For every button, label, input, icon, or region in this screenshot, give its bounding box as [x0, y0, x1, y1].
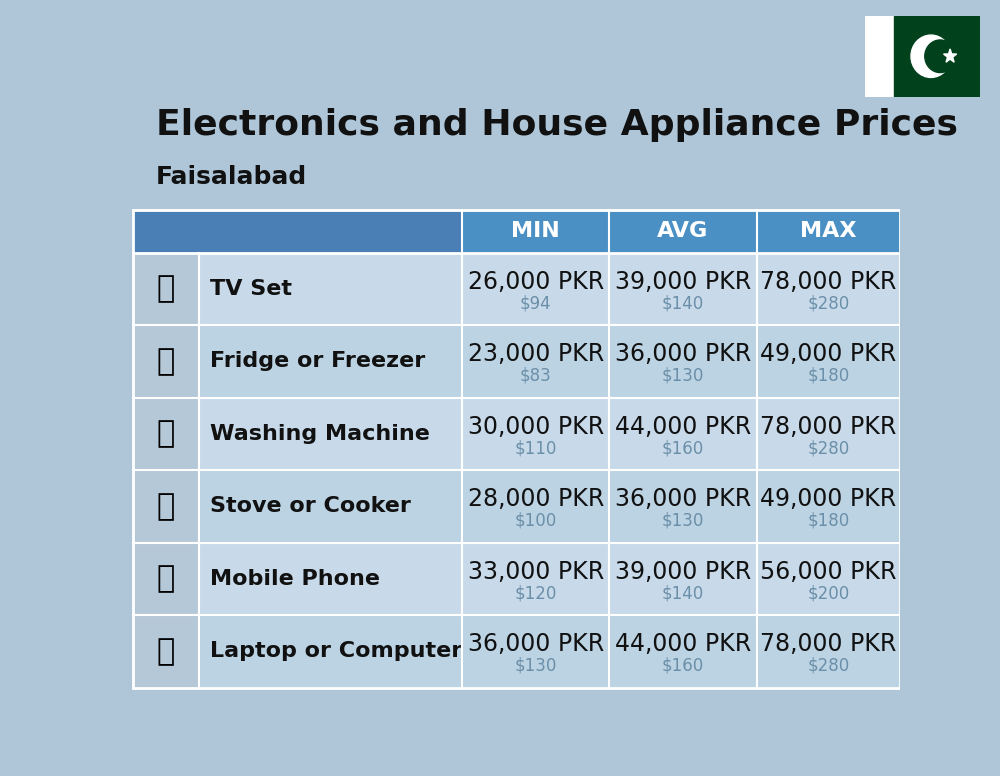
Text: 📺: 📺	[157, 275, 175, 303]
Text: $280: $280	[807, 657, 849, 675]
Bar	[894, 16, 980, 97]
Text: 28,000 PKR: 28,000 PKR	[468, 487, 604, 511]
Text: $160: $160	[662, 439, 704, 457]
Text: 49,000 PKR: 49,000 PKR	[760, 487, 896, 511]
Text: AVG: AVG	[657, 221, 709, 241]
Text: $160: $160	[662, 657, 704, 675]
Text: $180: $180	[807, 367, 849, 385]
Text: 36,000 PKR: 36,000 PKR	[615, 487, 751, 511]
Bar	[462, 210, 609, 253]
Text: MIN: MIN	[511, 221, 560, 241]
Text: $120: $120	[515, 584, 557, 602]
Text: 30,000 PKR: 30,000 PKR	[468, 414, 604, 438]
Text: 56,000 PKR: 56,000 PKR	[760, 559, 897, 584]
Bar	[133, 397, 199, 470]
Text: 36,000 PKR: 36,000 PKR	[615, 342, 751, 366]
Text: 📱: 📱	[157, 564, 175, 594]
Bar	[133, 325, 900, 397]
Text: 26,000 PKR: 26,000 PKR	[468, 269, 604, 293]
Text: MAX: MAX	[800, 221, 857, 241]
Text: $280: $280	[807, 294, 849, 313]
Text: 👌: 👌	[157, 419, 175, 449]
Bar	[133, 470, 900, 542]
Text: TV Set: TV Set	[210, 279, 292, 299]
Text: $280: $280	[807, 439, 849, 457]
Circle shape	[911, 35, 951, 78]
Text: $130: $130	[662, 367, 704, 385]
Text: $100: $100	[515, 512, 557, 530]
Text: 39,000 PKR: 39,000 PKR	[615, 269, 751, 293]
Text: 🧐: 🧐	[157, 347, 175, 376]
Bar	[133, 253, 199, 325]
Text: 78,000 PKR: 78,000 PKR	[760, 269, 896, 293]
Text: 💻: 💻	[157, 637, 175, 666]
Bar	[133, 470, 199, 542]
Bar	[133, 253, 900, 325]
Text: Washing Machine: Washing Machine	[210, 424, 430, 444]
Text: $140: $140	[662, 294, 704, 313]
Bar	[133, 325, 199, 397]
Bar	[757, 210, 900, 253]
Bar	[133, 210, 462, 253]
Text: 39,000 PKR: 39,000 PKR	[615, 559, 751, 584]
Text: 78,000 PKR: 78,000 PKR	[760, 414, 896, 438]
Bar	[865, 16, 894, 97]
Text: Fridge or Freezer: Fridge or Freezer	[210, 352, 426, 372]
Bar	[133, 397, 900, 470]
Bar	[133, 615, 199, 688]
Text: 78,000 PKR: 78,000 PKR	[760, 632, 896, 656]
Polygon shape	[944, 49, 957, 62]
Text: 44,000 PKR: 44,000 PKR	[615, 414, 751, 438]
Text: Mobile Phone: Mobile Phone	[210, 569, 380, 589]
Text: 44,000 PKR: 44,000 PKR	[615, 632, 751, 656]
Text: $110: $110	[515, 439, 557, 457]
Text: $180: $180	[807, 512, 849, 530]
Text: $140: $140	[662, 584, 704, 602]
Bar	[133, 615, 900, 688]
Circle shape	[925, 40, 955, 73]
Text: 49,000 PKR: 49,000 PKR	[760, 342, 896, 366]
Text: $200: $200	[807, 584, 849, 602]
Text: Faisalabad: Faisalabad	[156, 165, 307, 189]
Text: 🔥: 🔥	[157, 492, 175, 521]
Text: Electronics and House Appliance Prices: Electronics and House Appliance Prices	[156, 108, 958, 142]
Text: $130: $130	[662, 512, 704, 530]
Text: Laptop or Computer: Laptop or Computer	[210, 642, 462, 661]
Text: 36,000 PKR: 36,000 PKR	[468, 632, 604, 656]
Text: $83: $83	[520, 367, 552, 385]
Text: $94: $94	[520, 294, 552, 313]
Text: Stove or Cooker: Stove or Cooker	[210, 497, 411, 516]
Text: 33,000 PKR: 33,000 PKR	[468, 559, 604, 584]
Bar	[609, 210, 757, 253]
Bar	[133, 542, 900, 615]
Bar	[133, 542, 199, 615]
Text: 23,000 PKR: 23,000 PKR	[468, 342, 604, 366]
Bar	[133, 210, 900, 688]
Text: $130: $130	[515, 657, 557, 675]
